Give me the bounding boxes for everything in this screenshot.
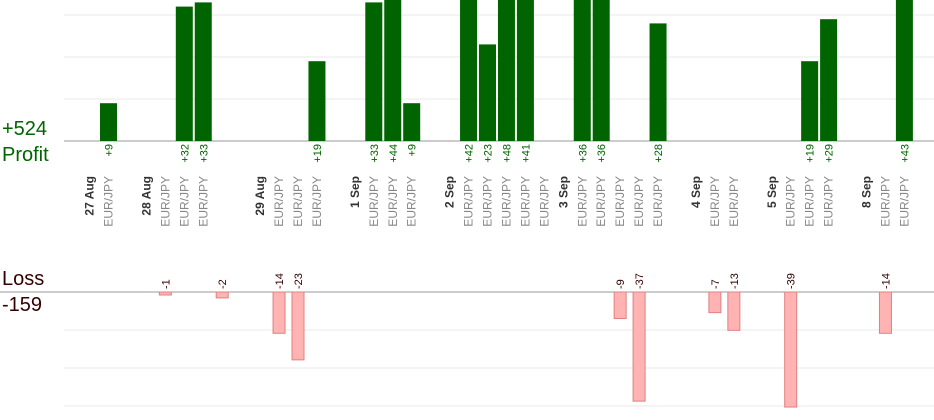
profit-value-label: +23 bbox=[483, 144, 495, 163]
pair-label: EUR/JPY bbox=[708, 176, 722, 227]
pair-label: EUR/JPY bbox=[784, 176, 798, 227]
profit-value-label: +32 bbox=[179, 144, 191, 163]
profit-value-label: +33 bbox=[369, 144, 381, 163]
pair-label: EUR/JPY bbox=[386, 176, 400, 227]
profit-value-label: +42 bbox=[464, 144, 476, 163]
profit-bar bbox=[479, 44, 496, 141]
pair-label: EUR/JPY bbox=[727, 176, 741, 227]
loss-bar bbox=[613, 291, 627, 320]
pair-label: EUR/JPY bbox=[518, 176, 532, 227]
pair-label: EUR/JPY bbox=[537, 176, 551, 227]
loss-value-label: -39 bbox=[786, 273, 798, 289]
profit-bar bbox=[384, 0, 402, 142]
loss-bar bbox=[727, 291, 741, 331]
profit-bar bbox=[573, 0, 591, 141]
pair-label: EUR/JPY bbox=[272, 176, 286, 227]
loss-value-label: -14 bbox=[880, 273, 892, 289]
profit-bar bbox=[100, 103, 117, 141]
profit-value-label: +19 bbox=[312, 144, 324, 163]
date-label: 8 Sep bbox=[860, 176, 874, 208]
loss-total: -159 bbox=[2, 294, 43, 316]
loss-value-label: -9 bbox=[615, 279, 627, 289]
profit-value-label: +48 bbox=[501, 144, 513, 163]
pair-label: EUR/JPY bbox=[803, 176, 817, 227]
pair-label: EUR/JPY bbox=[367, 176, 381, 227]
loss-bar bbox=[632, 291, 646, 402]
date-label: 28 Aug bbox=[139, 176, 153, 216]
profit-bar bbox=[516, 0, 534, 141]
pair-label: EUR/JPY bbox=[196, 176, 210, 227]
loss-value-label: -7 bbox=[710, 279, 722, 289]
date-label: 2 Sep bbox=[443, 176, 457, 208]
pair-label: EUR/JPY bbox=[594, 176, 608, 227]
profit-bar bbox=[403, 103, 421, 141]
pair-label: EUR/JPY bbox=[158, 176, 172, 227]
date-label: 5 Sep bbox=[765, 176, 779, 208]
profit-bar bbox=[895, 0, 913, 142]
loss-bar bbox=[215, 291, 229, 299]
profit-bar bbox=[497, 0, 515, 142]
profit-value-label: +36 bbox=[596, 144, 608, 163]
profit-bar bbox=[592, 0, 610, 141]
profit-bar bbox=[820, 19, 838, 142]
profit-value-label: +29 bbox=[824, 144, 836, 163]
loss-bar bbox=[291, 291, 305, 361]
pair-label: EUR/JPY bbox=[177, 176, 191, 227]
profit-bar bbox=[194, 2, 212, 142]
profit-value-label: +9 bbox=[104, 144, 116, 157]
pair-label: EUR/JPY bbox=[462, 176, 476, 227]
profit-bar bbox=[460, 0, 478, 141]
date-label: 4 Sep bbox=[689, 176, 703, 208]
loss-bar bbox=[878, 291, 892, 334]
pair-label: EUR/JPY bbox=[613, 176, 627, 227]
loss-value-label: -37 bbox=[634, 273, 646, 289]
loss-bar bbox=[158, 291, 172, 296]
pair-label: EUR/JPY bbox=[575, 176, 589, 227]
pair-label: EUR/JPY bbox=[897, 176, 911, 227]
profit-total: +524 bbox=[2, 118, 48, 140]
profit-bar bbox=[801, 61, 819, 142]
loss-value-label: -23 bbox=[293, 273, 305, 289]
pair-label: EUR/JPY bbox=[102, 176, 116, 227]
date-label: 29 Aug bbox=[253, 176, 267, 216]
loss-value-label: -13 bbox=[729, 273, 741, 289]
loss-bar bbox=[272, 291, 286, 334]
date-label: 1 Sep bbox=[348, 176, 362, 208]
profit-value-label: +43 bbox=[899, 144, 911, 163]
profit-value-label: +44 bbox=[388, 144, 400, 163]
date-label: 27 Aug bbox=[83, 176, 97, 216]
pair-label: EUR/JPY bbox=[822, 176, 836, 227]
pair-label: EUR/JPY bbox=[651, 176, 665, 227]
profit-bar bbox=[175, 6, 193, 141]
pair-label: EUR/JPY bbox=[405, 176, 419, 227]
profit-value-label: +36 bbox=[577, 144, 589, 163]
loss-value-label: -1 bbox=[160, 279, 172, 289]
profit-value-label: +41 bbox=[520, 144, 532, 163]
pair-label: EUR/JPY bbox=[481, 176, 495, 227]
profit-label: Profit bbox=[2, 144, 49, 166]
pair-label: EUR/JPY bbox=[878, 176, 892, 227]
loss-bar bbox=[784, 291, 798, 408]
pair-label: EUR/JPY bbox=[310, 176, 324, 227]
loss-bar bbox=[708, 291, 722, 314]
date-label: 3 Sep bbox=[556, 176, 570, 208]
loss-value-label: -14 bbox=[274, 273, 286, 289]
pair-label: EUR/JPY bbox=[291, 176, 305, 227]
profit-value-label: +33 bbox=[198, 144, 210, 163]
profit-bar bbox=[365, 2, 383, 142]
profit-value-label: +28 bbox=[653, 144, 665, 163]
profit-value-label: +9 bbox=[407, 144, 419, 157]
profit-value-label: +19 bbox=[805, 144, 817, 163]
profit-bar bbox=[649, 23, 667, 141]
profit-bar bbox=[308, 61, 326, 142]
pair-label: EUR/JPY bbox=[499, 176, 513, 227]
loss-label: Loss bbox=[2, 268, 45, 290]
pair-label: EUR/JPY bbox=[632, 176, 646, 227]
loss-value-label: -2 bbox=[217, 279, 229, 289]
